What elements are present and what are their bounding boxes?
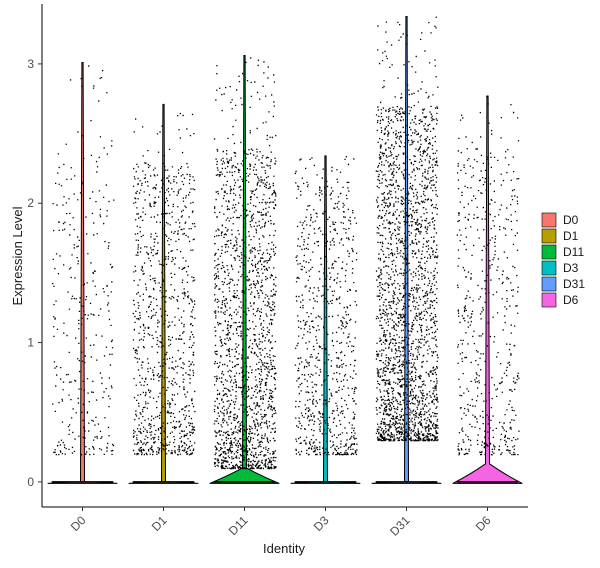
legend-label-D6: D6 (563, 293, 579, 307)
x-tick-label: D1 (149, 513, 170, 534)
points-D31 (375, 16, 439, 442)
x-tick-label: D6 (473, 513, 494, 534)
legend-key-D11 (541, 244, 557, 260)
points-D1 (132, 112, 196, 456)
x-tick-label: D31 (387, 513, 413, 539)
violin-D11 (209, 55, 280, 484)
y-axis-title: Expression Level (10, 206, 25, 305)
legend-label-D3: D3 (563, 261, 579, 275)
legend-key-D3 (541, 260, 557, 276)
violin-D6 (452, 95, 523, 484)
violins-layer (47, 16, 523, 484)
legend-label-D31: D31 (563, 277, 585, 291)
legend: D0 D1 D11 D3 D31 D6 (541, 212, 585, 308)
x-tick-label: D3 (311, 513, 332, 534)
points-D11 (213, 57, 277, 470)
x-axis-title: Identity (263, 541, 305, 556)
y-tick-label: 1 (27, 336, 34, 350)
x-tick-label: D0 (68, 513, 89, 534)
violin-D1 (128, 103, 199, 484)
legend-key-D6 (541, 292, 557, 308)
legend-key-D0 (541, 212, 557, 228)
y-ticks: 0 1 2 3 (27, 57, 42, 489)
y-tick-label: 3 (27, 57, 34, 71)
jitter-points-layer (51, 16, 520, 483)
x-ticks: D0 D1 D11 D3 D31 D6 (68, 507, 494, 539)
y-tick-label: 0 (27, 475, 34, 489)
axes-layer (41, 4, 528, 508)
legend-key-D1 (541, 228, 557, 244)
x-tick-label: D11 (226, 513, 251, 538)
legend-label-D11: D11 (563, 245, 584, 259)
violin-D31 (371, 16, 442, 484)
y-tick-label: 2 (27, 196, 34, 210)
legend-label-D1: D1 (563, 229, 579, 243)
legend-key-D31 (541, 276, 557, 292)
legend-label-D0: D0 (563, 213, 579, 227)
